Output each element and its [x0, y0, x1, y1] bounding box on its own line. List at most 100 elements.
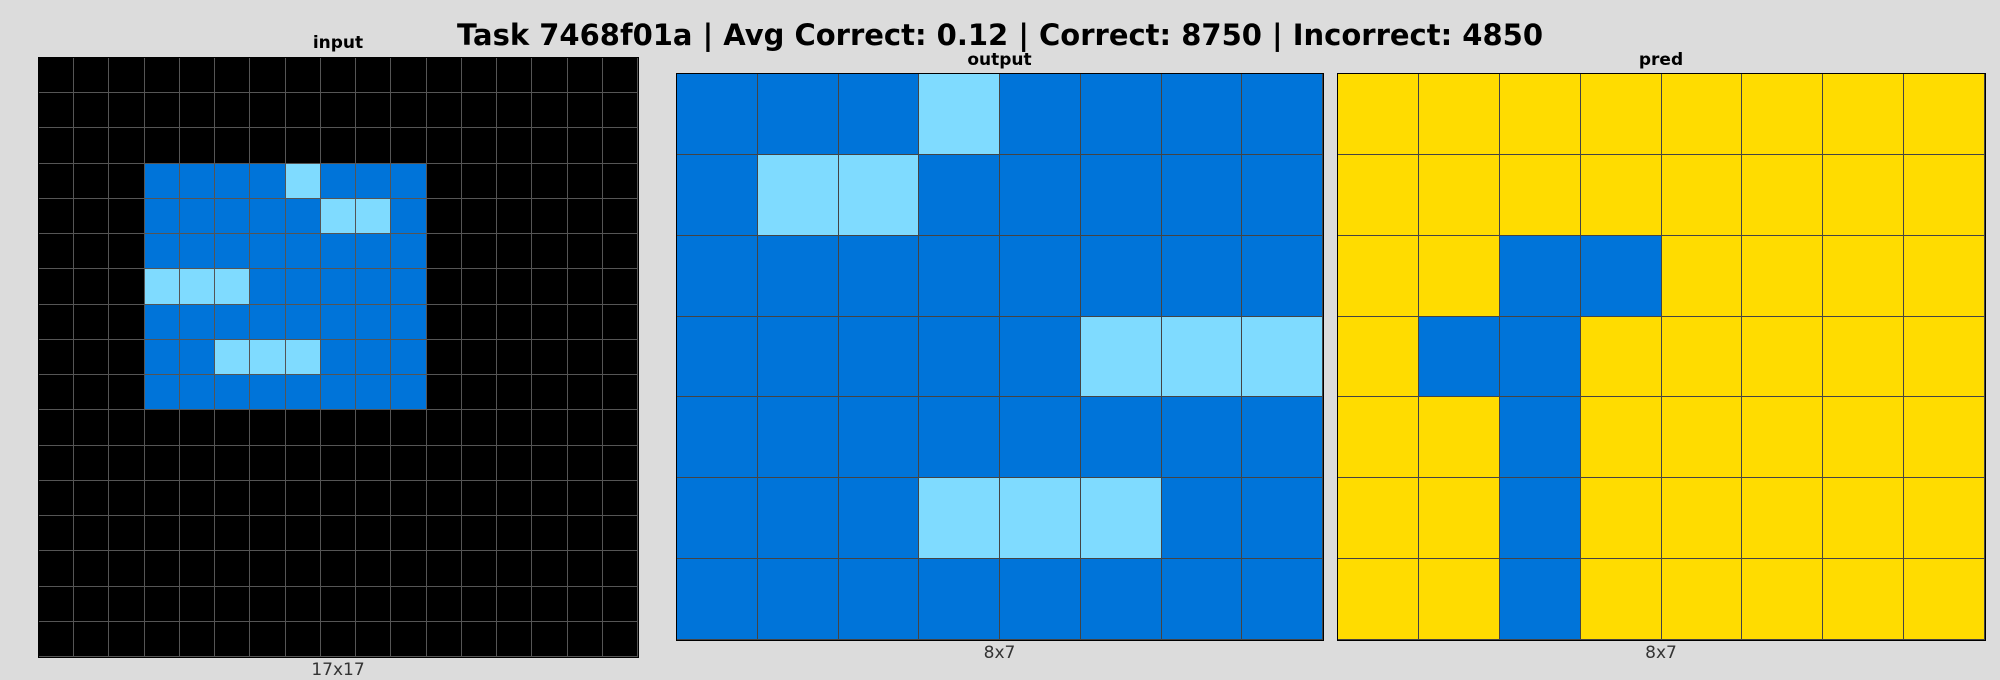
grid-cell: [1418, 316, 1500, 398]
grid-cell: [426, 234, 462, 270]
grid-cell: [320, 269, 357, 305]
grid-cell: [532, 128, 568, 164]
grid-cell: [602, 410, 638, 446]
grid-cell: [356, 58, 392, 94]
grid-cell: [74, 269, 110, 305]
grid-cell: [179, 198, 216, 235]
grid-cell: [1000, 397, 1081, 479]
grid-cell: [39, 269, 75, 305]
grid-cell: [1080, 74, 1162, 155]
grid-cell: [74, 93, 110, 129]
grid-cell: [39, 198, 75, 235]
grid-cell: [179, 304, 216, 340]
grid-cell: [391, 269, 427, 305]
grid-cell: [285, 163, 321, 199]
grid-cell: [1580, 235, 1662, 317]
grid-cell: [532, 304, 568, 340]
grid-cell: [1418, 559, 1500, 640]
grid-cell: [356, 516, 392, 552]
grid-cell: [1242, 316, 1323, 398]
grid-cell: [426, 93, 462, 129]
grid-cell: [144, 445, 180, 481]
grid-cell: [356, 480, 392, 517]
grid-cell: [391, 480, 427, 517]
grid-cell: [567, 93, 603, 129]
grid-cell: [74, 586, 110, 622]
grid-cell: [1904, 559, 1985, 640]
grid-cell: [320, 551, 357, 587]
grid-cell: [109, 234, 145, 270]
grid-cell: [250, 198, 286, 235]
grid-cell: [391, 516, 427, 552]
grid-cell: [532, 93, 568, 129]
grid-cell: [179, 128, 216, 164]
grid-cell: [602, 621, 638, 657]
grid-cell: [497, 304, 533, 340]
grid-cell: [1823, 478, 1905, 560]
grid-cell: [109, 93, 145, 129]
grid-cell: [1823, 559, 1905, 640]
grid-cell: [179, 93, 216, 129]
grid-cell: [1742, 154, 1824, 236]
grid-cell: [567, 445, 603, 481]
grid-cell: [179, 621, 216, 657]
grid-cell: [144, 375, 180, 411]
grid-cell: [285, 339, 321, 376]
grid-cell: [532, 234, 568, 270]
grid-cell: [356, 304, 392, 340]
grid-cell: [497, 375, 533, 411]
grid-cell: [39, 375, 75, 411]
grid-cell: [532, 375, 568, 411]
grid-cell: [391, 234, 427, 270]
grid-cell: [320, 445, 357, 481]
grid-cell: [74, 551, 110, 587]
grid-cell: [461, 58, 498, 94]
grid-cell: [74, 304, 110, 340]
grid-cell: [1161, 316, 1243, 398]
grid-cell: [250, 128, 286, 164]
grid-cell: [1161, 397, 1243, 479]
grid-cell: [919, 478, 1000, 560]
grid-cell: [285, 375, 321, 411]
grid-cell: [74, 516, 110, 552]
grid-cell: [838, 316, 920, 398]
grid-cell: [1661, 154, 1743, 236]
grid-cell: [356, 198, 392, 235]
grid-cell: [74, 198, 110, 235]
grid-cell: [757, 559, 839, 640]
grid-cell: [677, 316, 758, 398]
grid-cell: [1904, 74, 1985, 155]
grid-cell: [144, 58, 180, 94]
grid-cell: [1418, 74, 1500, 155]
grid-cell: [426, 304, 462, 340]
grid-cell: [1242, 397, 1323, 479]
grid-cell: [109, 621, 145, 657]
grid-cell: [391, 339, 427, 376]
grid-cell: [1904, 154, 1985, 236]
grid-cell: [320, 234, 357, 270]
grid-cell: [1242, 74, 1323, 155]
grid-cell: [677, 478, 758, 560]
grid-cell: [39, 58, 75, 94]
grid-cell: [285, 621, 321, 657]
grid-cell: [144, 128, 180, 164]
grid-cell: [109, 480, 145, 517]
grid-cell: [426, 269, 462, 305]
grid-cell: [602, 304, 638, 340]
grid-cell: [250, 445, 286, 481]
grid-cell: [356, 163, 392, 199]
grid-cell: [39, 586, 75, 622]
grid-cell: [1338, 316, 1419, 398]
grid-cell: [1823, 397, 1905, 479]
grid-cell: [426, 621, 462, 657]
grid-cell: [1499, 316, 1581, 398]
grid-cell: [144, 304, 180, 340]
grid-cell: [532, 410, 568, 446]
grid-cell: [1080, 397, 1162, 479]
grid-cell: [320, 621, 357, 657]
grid-cell: [179, 339, 216, 376]
grid-cell: [426, 198, 462, 235]
grid-cell: [39, 304, 75, 340]
grid-cell: [215, 621, 251, 657]
grid-cell: [757, 74, 839, 155]
